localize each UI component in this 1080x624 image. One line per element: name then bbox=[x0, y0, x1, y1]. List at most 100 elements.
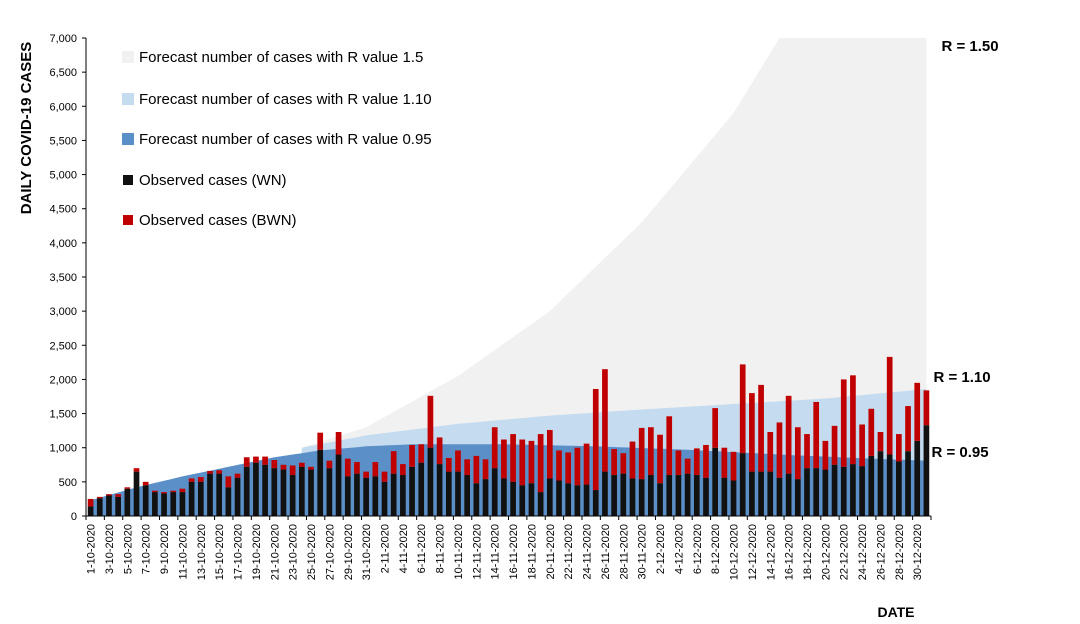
bar-wn-45 bbox=[491, 468, 498, 516]
bar-wn-83 bbox=[840, 466, 847, 516]
bar-wn-16 bbox=[225, 487, 232, 516]
x-tick-label: 29-10-2020 bbox=[343, 524, 355, 580]
bar-bwn-72 bbox=[739, 364, 746, 454]
bar-bwn-78 bbox=[794, 427, 801, 480]
bar-bwn-87 bbox=[877, 432, 884, 452]
bar-wn-24 bbox=[299, 466, 305, 516]
bar-wn-17 bbox=[234, 477, 241, 516]
bar-bwn-17 bbox=[234, 473, 241, 478]
y-tick-label: 7,000 bbox=[49, 33, 77, 45]
x-tick-label: 17-10-2020 bbox=[233, 524, 245, 580]
bar-bwn-24 bbox=[299, 462, 305, 467]
bar-wn-80 bbox=[813, 468, 820, 516]
forecast-area-1 bbox=[301, 38, 927, 516]
bar-bwn-67 bbox=[693, 448, 700, 476]
bar-wn-61 bbox=[638, 479, 645, 516]
legend-swatch bbox=[122, 93, 134, 105]
bar-wn-39 bbox=[436, 464, 443, 516]
y-tick-label: 3,000 bbox=[49, 306, 77, 318]
bar-wn-66 bbox=[684, 473, 691, 516]
x-tick-label: 12-11-2020 bbox=[471, 524, 483, 579]
legend-swatch bbox=[123, 215, 133, 225]
bar-wn-27 bbox=[326, 468, 333, 516]
y-tick-label: 4,000 bbox=[49, 238, 77, 250]
bar-wn-70 bbox=[721, 477, 728, 516]
bar-bwn-74 bbox=[758, 384, 764, 472]
x-tick-label: 13-10-2020 bbox=[196, 524, 208, 580]
bar-bwn-16 bbox=[225, 476, 232, 488]
bar-bwn-60 bbox=[629, 441, 636, 479]
bar-wn-71 bbox=[730, 480, 737, 516]
bar-bwn-62 bbox=[648, 427, 654, 476]
x-tick-label: 20-11-2020 bbox=[545, 524, 557, 579]
bar-wn-57 bbox=[602, 471, 608, 516]
bar-wn-62 bbox=[648, 475, 654, 516]
bar-bwn-80 bbox=[813, 401, 820, 469]
bar-bwn-84 bbox=[850, 375, 856, 465]
x-tick-label: 1-10-2020 bbox=[86, 524, 98, 574]
bar-bwn-11 bbox=[179, 488, 186, 493]
x-tick-label: 16-11-2020 bbox=[508, 524, 520, 579]
bar-wn-73 bbox=[749, 471, 755, 516]
bar-bwn-9 bbox=[161, 492, 167, 494]
bar-wn-81 bbox=[822, 469, 829, 516]
observed-bars bbox=[87, 356, 930, 516]
bar-bwn-73 bbox=[749, 393, 755, 472]
x-tick-label: 8-11-2020 bbox=[435, 524, 447, 573]
bar-bwn-56 bbox=[592, 388, 599, 491]
bar-bwn-88 bbox=[886, 356, 893, 455]
bar-wn-87 bbox=[877, 451, 884, 516]
bar-bwn-14 bbox=[207, 470, 213, 474]
y-tick-label: 2,000 bbox=[49, 374, 77, 386]
bar-bwn-44 bbox=[482, 459, 489, 480]
x-tick-label: 10-11-2020 bbox=[453, 524, 465, 579]
y-axis-title: DAILY COVID-19 CASES bbox=[18, 42, 35, 215]
bar-wn-86 bbox=[868, 455, 875, 516]
bar-bwn-68 bbox=[703, 444, 709, 478]
y-tick-label: 0 bbox=[71, 511, 77, 523]
y-tick-label: 1,500 bbox=[49, 409, 77, 421]
bar-bwn-18 bbox=[243, 457, 250, 467]
bar-wn-74 bbox=[758, 471, 764, 516]
y-tick-label: 6,500 bbox=[49, 67, 77, 79]
bar-wn-49 bbox=[528, 483, 535, 516]
x-axis-title: DATE bbox=[877, 604, 914, 620]
bar-bwn-70 bbox=[721, 447, 728, 478]
bar-wn-11 bbox=[179, 492, 186, 516]
bar-bwn-27 bbox=[326, 460, 333, 469]
bar-wn-60 bbox=[629, 478, 636, 516]
bar-wn-34 bbox=[390, 473, 397, 516]
bar-bwn-52 bbox=[556, 450, 562, 481]
bar-bwn-45 bbox=[491, 427, 498, 469]
x-tick-label: 6-12-2020 bbox=[692, 524, 704, 574]
bar-wn-54 bbox=[574, 485, 581, 516]
y-tick-label: 2,500 bbox=[49, 340, 77, 352]
bar-wn-51 bbox=[546, 478, 553, 516]
y-tick-label: 500 bbox=[59, 477, 77, 489]
bar-bwn-6 bbox=[133, 468, 140, 472]
bar-bwn-75 bbox=[767, 432, 774, 472]
bar-wn-77 bbox=[785, 473, 792, 516]
x-tick-label: 18-12-2020 bbox=[802, 524, 814, 580]
bar-wn-72 bbox=[739, 453, 746, 516]
x-tick-label: 5-10-2020 bbox=[122, 524, 134, 574]
bar-bwn-54 bbox=[574, 447, 581, 486]
bar-bwn-41 bbox=[455, 450, 461, 472]
x-tick-label: 15-10-2020 bbox=[214, 524, 226, 580]
bar-wn-33 bbox=[381, 481, 388, 516]
legend-swatch bbox=[122, 51, 134, 63]
bar-bwn-31 bbox=[363, 471, 369, 478]
bar-bwn-59 bbox=[620, 453, 627, 474]
bar-wn-32 bbox=[372, 476, 379, 516]
x-tick-label: 7-10-2020 bbox=[141, 524, 153, 574]
bar-bwn-77 bbox=[785, 395, 792, 474]
bar-wn-6 bbox=[133, 471, 140, 516]
x-tick-label: 27-10-2020 bbox=[324, 524, 336, 580]
bar-wn-41 bbox=[455, 471, 461, 516]
x-tick-label: 12-12-2020 bbox=[747, 524, 759, 580]
bar-bwn-65 bbox=[675, 450, 682, 476]
bar-bwn-10 bbox=[170, 490, 177, 493]
bar-wn-8 bbox=[152, 492, 158, 516]
x-tick-labels: 1-10-2020 3-10-2020 5-10-2020 7-10-2020 9-10… bbox=[86, 524, 925, 580]
x-tick-label: 28-11-2020 bbox=[618, 524, 630, 579]
